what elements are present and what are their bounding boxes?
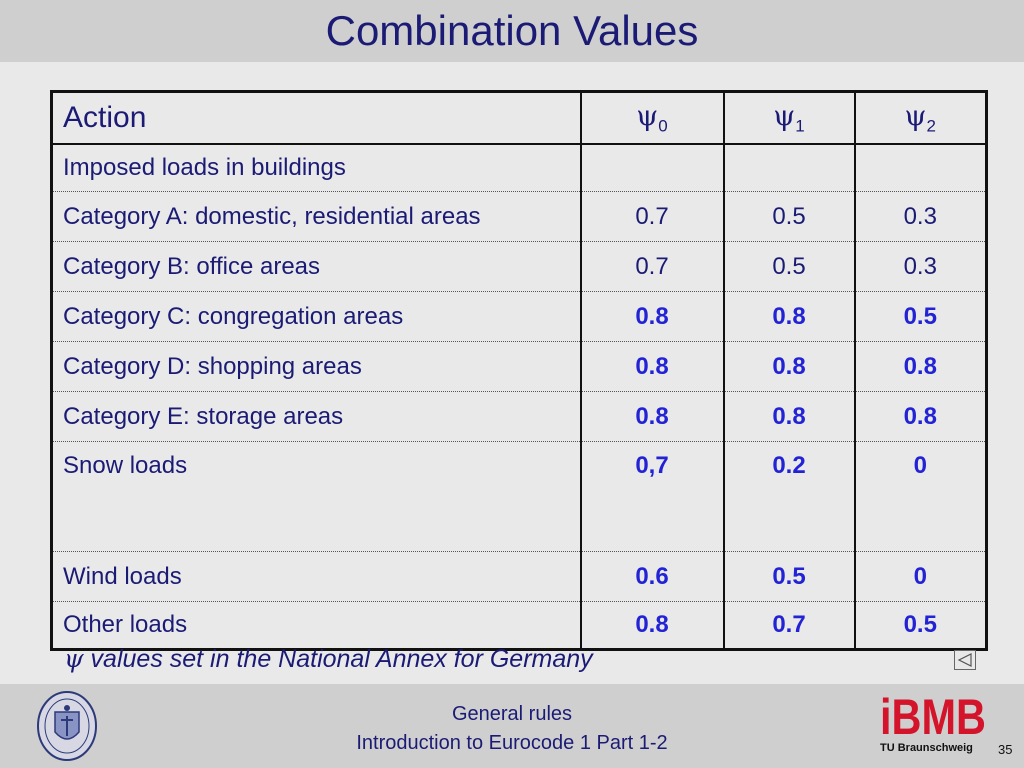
header-psi-1: ψ1 xyxy=(722,91,855,145)
header-psi-0: ψ0 xyxy=(579,91,724,145)
cell-psi-2: 0.8 xyxy=(853,341,987,392)
cell-psi-1: 0.5 xyxy=(722,551,855,602)
table-row: Category A: domestic, residential areas … xyxy=(51,191,987,242)
psi-subscript: 1 xyxy=(795,116,805,136)
back-navigation-button[interactable] xyxy=(954,650,976,670)
cell-psi-2: 0.5 xyxy=(853,291,987,342)
university-name: TU Braunschweig xyxy=(880,742,973,754)
slide-title: Combination Values xyxy=(325,7,699,54)
footer-bar: General rules Introduction to Eurocode 1… xyxy=(0,684,1024,768)
row-label: Category A: domestic, residential areas xyxy=(51,191,581,242)
triangle-left-icon xyxy=(957,653,972,667)
row-label: Wind loads xyxy=(51,551,581,602)
cell-psi-1: 0.8 xyxy=(722,291,855,342)
psi-subscript: 0 xyxy=(658,116,668,136)
header-psi-2: ψ2 xyxy=(853,91,987,145)
table-row: Wind loads 0.6 0.5 0 xyxy=(51,551,987,602)
combination-table-container: Action ψ0 ψ1 ψ2 Imposed loads in buildin… xyxy=(50,90,988,651)
cell-psi-1 xyxy=(722,144,855,192)
table-row: Category D: shopping areas 0.8 0.8 0.8 xyxy=(51,341,987,392)
psi-symbol: ψ xyxy=(636,99,659,133)
cell-psi-2: 0 xyxy=(853,441,987,552)
combination-values-table: Action ψ0 ψ1 ψ2 Imposed loads in buildin… xyxy=(50,90,988,651)
psi-symbol: ψ xyxy=(904,99,927,133)
cell-psi-0 xyxy=(579,144,724,192)
table-row: Category C: congregation areas 0.8 0.8 0… xyxy=(51,291,987,342)
table-row: Snow loads 0,7 0.2 0 xyxy=(51,441,987,552)
cell-psi-1: 0.5 xyxy=(722,191,855,242)
psi-symbol: ψ xyxy=(773,99,796,133)
cell-psi-2: 0.5 xyxy=(853,601,987,650)
cell-psi-0: 0.7 xyxy=(579,191,724,242)
row-label: Category D: shopping areas xyxy=(51,341,581,392)
cell-psi-0: 0.8 xyxy=(579,601,724,650)
footnote: ψ values set in the National Annex for G… xyxy=(64,644,593,674)
table-row: Other loads 0.8 0.7 0.5 xyxy=(51,601,987,650)
row-label: Other loads xyxy=(51,601,581,650)
row-label: Category E: storage areas xyxy=(51,391,581,442)
cell-psi-0: 0.8 xyxy=(579,291,724,342)
row-label: Category C: congregation areas xyxy=(51,291,581,342)
footnote-psi-symbol: ψ xyxy=(64,644,84,673)
cell-psi-2: 0.3 xyxy=(853,191,987,242)
cell-psi-1: 0.5 xyxy=(722,241,855,292)
table-header-row: Action ψ0 ψ1 ψ2 xyxy=(51,91,987,145)
cell-psi-0: 0,7 xyxy=(579,441,724,552)
ibmb-logo: iBMB xyxy=(880,692,986,738)
footnote-text: values set in the National Annex for Ger… xyxy=(83,645,593,673)
cell-psi-0: 0.6 xyxy=(579,551,724,602)
footer-caption: General rules Introduction to Eurocode 1… xyxy=(262,700,762,758)
row-label: Category B: office areas xyxy=(51,241,581,292)
psi-subscript: 2 xyxy=(926,116,936,136)
footer-line-2: Introduction to Eurocode 1 Part 1-2 xyxy=(356,732,668,754)
cell-psi-2: 0.8 xyxy=(853,391,987,442)
footer-line-1: General rules xyxy=(451,703,573,725)
title-bar: Combination Values xyxy=(0,0,1024,62)
cell-psi-0: 0.7 xyxy=(579,241,724,292)
page-number: 35 xyxy=(998,742,1013,757)
row-label: Snow loads xyxy=(51,441,581,552)
cell-psi-0: 0.8 xyxy=(579,391,724,442)
cell-psi-0: 0.8 xyxy=(579,341,724,392)
row-label: Imposed loads in buildings xyxy=(51,144,581,192)
university-seal-icon xyxy=(37,691,97,761)
cell-psi-1: 0.7 xyxy=(722,601,855,650)
cell-psi-1: 0.8 xyxy=(722,341,855,392)
cell-psi-2: 0 xyxy=(853,551,987,602)
table-row: Imposed loads in buildings xyxy=(51,144,987,192)
table-row: Category E: storage areas 0.8 0.8 0.8 xyxy=(51,391,987,442)
cell-psi-2 xyxy=(853,144,987,192)
header-action: Action xyxy=(51,91,581,145)
cell-psi-1: 0.8 xyxy=(722,391,855,442)
cell-psi-2: 0.3 xyxy=(853,241,987,292)
cell-psi-1: 0.2 xyxy=(722,441,855,552)
table-row: Category B: office areas 0.7 0.5 0.3 xyxy=(51,241,987,292)
svg-text:iBMB: iBMB xyxy=(880,692,986,738)
